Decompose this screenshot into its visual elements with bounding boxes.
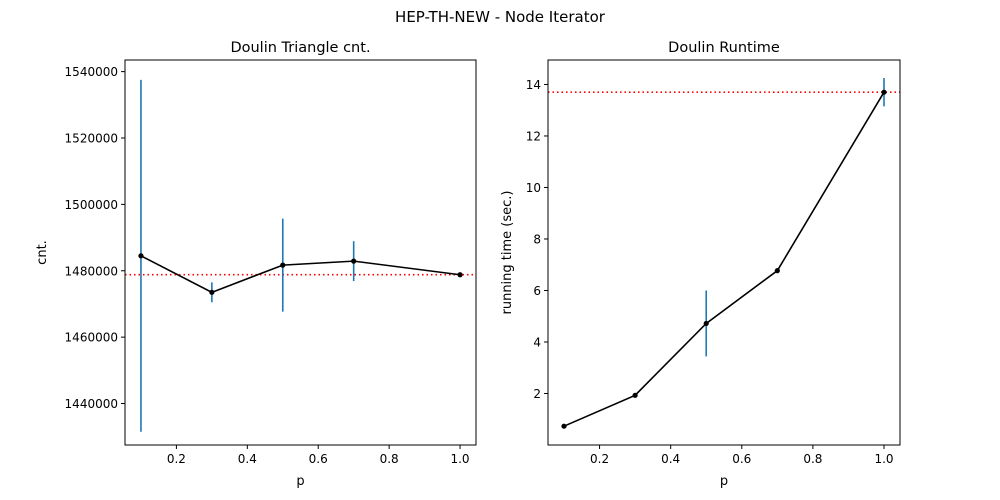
y-tick-label: 6 [533, 284, 541, 298]
data-point [209, 289, 215, 295]
x-tick-label: 0.4 [238, 452, 257, 466]
y-tick-label: 12 [526, 129, 541, 143]
x-tick-label: 0.6 [309, 452, 328, 466]
x-tick-label: 0.8 [380, 452, 399, 466]
chart-title: Doulin Runtime [668, 40, 780, 56]
y-tick-label: 1460000 [65, 331, 118, 345]
y-tick-label: 1480000 [65, 264, 118, 278]
data-point [703, 320, 709, 327]
data-point [138, 253, 144, 259]
data-point [632, 392, 638, 398]
chart-title: Doulin Triangle cnt. [230, 40, 370, 56]
x-tick-label: 1.0 [874, 452, 893, 466]
x-tick-label: 0.6 [732, 452, 751, 466]
y-tick-label: 1540000 [65, 65, 118, 79]
axes-frame [124, 59, 477, 446]
y-tick-label: 8 [533, 232, 541, 246]
x-axis-label: p [296, 474, 304, 489]
chart-2: Doulin Runtime 0.2 0.4 0.6 0.8 1.0 2 4 6 8 10 12 14 p… [500, 40, 901, 489]
axes-frame [547, 59, 901, 446]
data-point [351, 258, 357, 264]
y-tick-label: 1520000 [65, 131, 118, 145]
y-tick-label: 1440000 [65, 397, 118, 411]
y-tick-label: 14 [526, 78, 541, 92]
y-axis-label: cnt. [35, 240, 50, 265]
data-point [280, 262, 286, 268]
series-line [563, 91, 885, 427]
y-axis-label: running time (sec.) [500, 191, 515, 315]
data-point [774, 268, 780, 274]
y-tick-label: 4 [533, 335, 541, 349]
chart-1: Doulin Triangle cnt. 0.2 0.4 0.6 0.8 1.0 14400… [35, 40, 477, 489]
x-tick-label: 0.2 [167, 452, 186, 466]
y-tick-label: 1500000 [65, 198, 118, 212]
x-tick-label: 0.4 [661, 452, 680, 466]
data-point [561, 423, 567, 429]
x-tick-label: 0.8 [803, 452, 822, 466]
x-tick-label: 1.0 [450, 452, 469, 466]
x-axis-label: p [720, 474, 728, 489]
y-tick-label: 10 [526, 181, 541, 195]
data-point [457, 272, 463, 278]
x-tick-label: 0.2 [590, 452, 609, 466]
y-tick-label: 2 [533, 387, 541, 401]
data-point [881, 89, 887, 95]
figure-suptitle: HEP-TH-NEW - Node Iterator [395, 8, 606, 26]
